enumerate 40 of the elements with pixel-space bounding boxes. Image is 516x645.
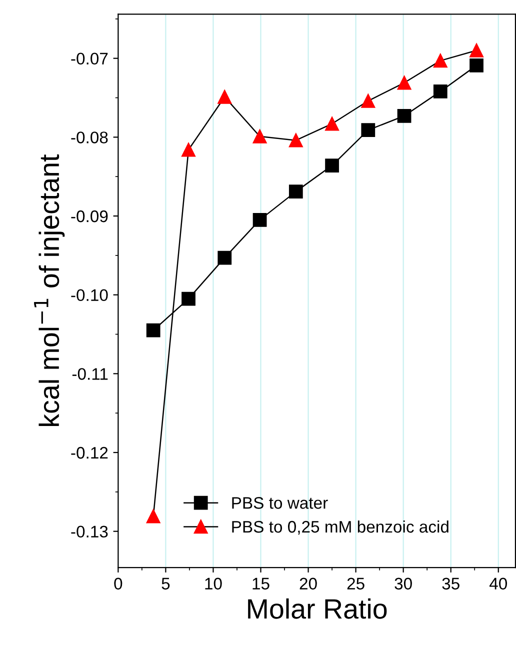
point (397, 76, 412, 90)
point (361, 123, 376, 138)
point (361, 94, 376, 108)
y-tick-label: -0.12 (71, 446, 108, 459)
y-tick-label: -0.11 (72, 368, 108, 380)
x-tick-label: 25 (347, 578, 364, 590)
point (182, 292, 196, 306)
x-tick-label: 0 (114, 578, 122, 590)
y-tick-label: -0.07 (71, 52, 108, 65)
y-axis-title: kcal mol$^{−1}$ of injectant (34, 154, 65, 426)
point (146, 509, 160, 524)
point (325, 116, 339, 131)
y-tick-label: -0.08 (71, 132, 108, 144)
point (470, 58, 484, 72)
point (288, 133, 303, 148)
point (218, 250, 232, 265)
point (288, 184, 303, 199)
x-tick-label: 10 (205, 578, 222, 590)
point (252, 213, 267, 227)
point (470, 44, 484, 58)
x-tick-label: 15 (252, 578, 270, 590)
point (397, 108, 412, 123)
y-tick-label: -0.09 (71, 210, 108, 222)
legend-label: PBS to 0,25 mM benzoic acid (232, 520, 448, 535)
point (218, 90, 232, 104)
x-tick-label: 20 (300, 578, 317, 590)
x-axis-title: Molar Ratio (248, 598, 387, 619)
y-tick-label: -0.10 (71, 289, 108, 302)
point (146, 323, 160, 338)
y-tick-label: -0.13 (71, 526, 108, 538)
legend-label: PBS to water (232, 497, 328, 509)
point (325, 158, 339, 172)
point (182, 142, 196, 157)
x-tick-label: 30 (394, 578, 412, 590)
x-tick-label: 40 (489, 578, 507, 590)
x-tick-label: 5 (162, 578, 170, 590)
point (252, 129, 267, 144)
x-tick-label: 35 (442, 578, 460, 590)
point (433, 54, 448, 68)
point (433, 84, 448, 98)
